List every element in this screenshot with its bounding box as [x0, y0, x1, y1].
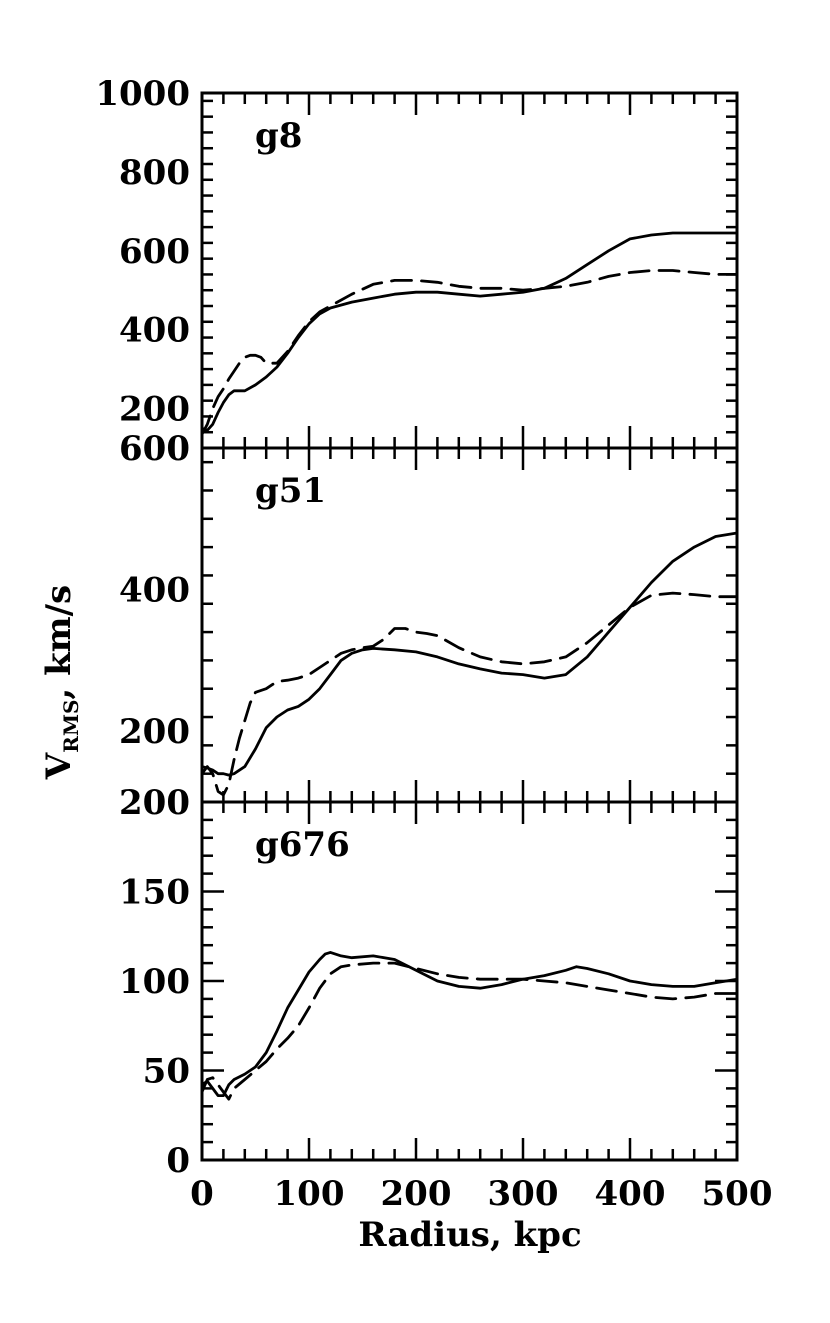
x-axis-title: Radius, kpc — [358, 1215, 581, 1255]
panel-label-g676: g676 — [255, 825, 350, 865]
chart-layer: 2004006008001000g8200400600g510501001502… — [95, 74, 772, 1214]
x-tick-label: 300 — [488, 1174, 559, 1214]
y-tick-label: 150 — [119, 873, 190, 913]
y-tick-label: 200 — [119, 712, 190, 752]
series-solid-g676 — [200, 951, 739, 1097]
y-tick-label: 50 — [143, 1052, 190, 1092]
y-tick-label: 0 — [166, 1141, 190, 1181]
svg-text:VRMS, km/s: VRMS, km/s — [39, 585, 83, 780]
x-tick-label: 0 — [190, 1174, 214, 1214]
panel-g51: 200 400 600 g51 — [119, 429, 739, 804]
y-tick-label: 400 — [119, 311, 190, 351]
series-solid-g51 — [200, 531, 739, 777]
series-dashed-g51 — [200, 591, 739, 797]
y-tick-label: 600 — [119, 429, 190, 469]
series-dashed-g676 — [200, 961, 739, 1101]
y-axis-title: VRMS, km/s — [39, 585, 83, 780]
y-tick-label: 100 — [119, 962, 190, 1002]
y-tick-label: 200 — [119, 390, 190, 430]
x-tick-label: 100 — [274, 1174, 345, 1214]
series-dashed-g8 — [200, 269, 739, 436]
x-tick-label: 200 — [381, 1174, 452, 1214]
y-tick-label: 400 — [119, 571, 190, 611]
y-axis-title-main: V — [39, 752, 79, 780]
panel-g8: 200 400 600 800 1000 g8 — [95, 74, 739, 450]
y-tick-label: 600 — [119, 232, 190, 272]
x-tick-label: 400 — [595, 1174, 666, 1214]
y-tick-label: 1000 — [95, 74, 190, 114]
panel-label-g8: g8 — [255, 116, 302, 156]
series-solid-g8 — [200, 231, 739, 432]
y-axis-title-rest: , km/s — [39, 585, 79, 700]
y-axis-title-sub: RMS — [59, 700, 83, 753]
y-tick-label: 800 — [119, 153, 190, 193]
panel-g676: 0 50 100 150 200 g676 — [119, 783, 739, 1181]
x-tick-label: 500 — [702, 1174, 773, 1214]
y-tick-label: 200 — [119, 783, 190, 823]
panel-label-g51: g51 — [255, 471, 326, 511]
